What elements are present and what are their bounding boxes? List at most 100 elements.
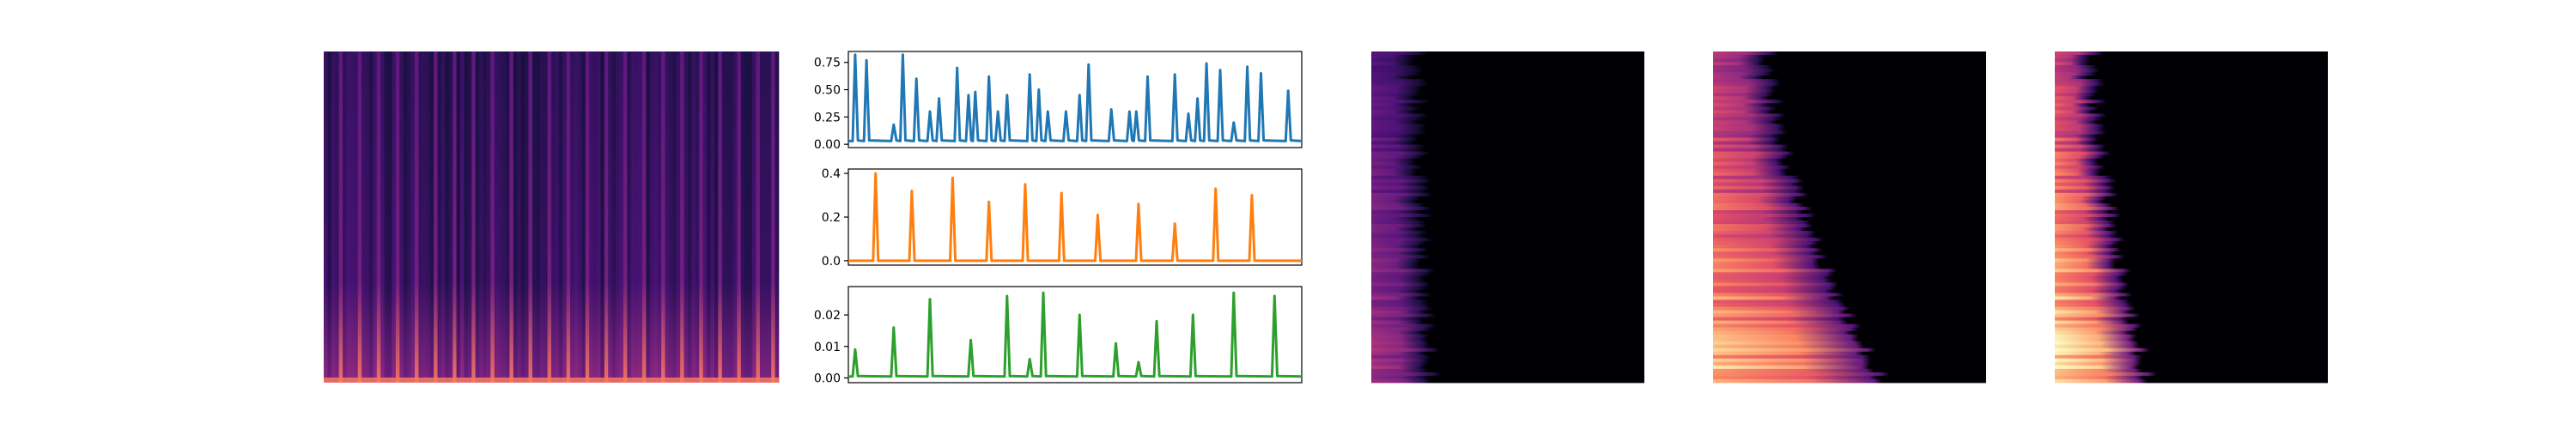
onset-strength-1-peak-point — [1047, 111, 1049, 112]
profile-heatmap-1-row — [1371, 65, 1644, 69]
profile-heatmap-3-row — [2055, 182, 2328, 187]
spectrogram-column — [407, 51, 411, 383]
profile-heatmap-1-row — [1371, 251, 1644, 256]
profile-heatmap-1-row — [1371, 234, 1644, 239]
spectrogram-column — [460, 51, 465, 383]
profile-heatmap-2-row — [1713, 224, 1986, 228]
profile-heatmap-2-row — [1713, 313, 1986, 317]
profile-heatmap-1-row — [1371, 79, 1644, 83]
onset-strength-3-panel: 0.00 0.01 0.02 — [814, 286, 1303, 385]
profile-heatmap-1-row — [1371, 323, 1644, 329]
profile-heatmap-3-row — [2055, 148, 2328, 152]
profile-heatmap-1-row — [1371, 100, 1644, 104]
onset-strength-2-peak-point — [1138, 202, 1139, 205]
onset-strength-3-ytick-label: 0.01 — [814, 341, 841, 354]
onset-strength-1-peak-point — [1206, 63, 1207, 64]
spectrogram-column — [589, 51, 593, 383]
profile-heatmap-3-row — [2055, 72, 2328, 76]
spectrogram-column — [676, 51, 681, 383]
profile-heatmap-1-row — [1371, 172, 1644, 177]
profile-heatmap-2-row — [1713, 58, 1986, 63]
profile-heatmap-1-row — [1371, 317, 1644, 322]
profile-heatmap-3-row — [2055, 306, 2328, 311]
profile-heatmap-2-row — [1713, 310, 1986, 314]
profile-heatmap-3-row — [2055, 192, 2328, 197]
profile-heatmap-3-row — [2055, 106, 2328, 111]
profile-heatmap-1-row — [1371, 306, 1644, 311]
profile-heatmap-2-row — [1713, 378, 1986, 384]
profile-heatmap-1-row — [1371, 103, 1644, 107]
spectrogram-column — [361, 51, 366, 383]
profile-heatmap-1-row — [1371, 272, 1644, 276]
spectrogram-onset-stripe — [756, 51, 761, 383]
profile-heatmap-3-row — [2055, 344, 2328, 349]
onset-strength-2-peak-point — [1060, 192, 1063, 194]
profile-heatmap-3-row — [2055, 217, 2328, 221]
profile-heatmap-2-row — [1713, 262, 1986, 266]
profile-heatmap-2-row — [1713, 120, 1986, 124]
spectrogram-column — [729, 51, 734, 383]
onset-strength-1-peak-point — [1232, 121, 1235, 124]
spectrogram-column — [733, 51, 738, 383]
profile-heatmap-3-row — [2055, 317, 2328, 322]
profile-heatmap-1-row — [1371, 358, 1644, 363]
spectrogram-column — [445, 51, 450, 383]
profile-heatmap-2-row — [1713, 227, 1986, 232]
spectrogram-onset-stripe — [338, 51, 343, 383]
onset-strength-1-peak-point — [915, 77, 918, 80]
profile-heatmap-2-row — [1713, 245, 1986, 249]
profile-heatmap-3-row — [2055, 58, 2328, 63]
spectrogram-column — [630, 51, 635, 383]
spectrogram-column — [418, 51, 423, 383]
spectrogram-column — [354, 51, 359, 383]
profile-heatmap-1-row — [1371, 124, 1644, 128]
profile-heatmap-2-row — [1713, 76, 1986, 80]
onset-strength-1-peak-point — [1110, 108, 1113, 111]
profile-heatmap-1-row — [1371, 144, 1644, 148]
profile-heatmap-2-row — [1713, 137, 1986, 142]
profile-heatmap-3-row — [2055, 89, 2328, 94]
spectrogram-column — [520, 51, 526, 383]
spectrogram-column — [707, 51, 711, 383]
profile-heatmap-1-row — [1371, 351, 1644, 356]
profile-heatmap-3-row — [2055, 79, 2328, 83]
onset-strength-1-peak-point — [1087, 63, 1090, 66]
profile-heatmap-3-row — [2055, 347, 2328, 353]
onset-strength-3-peak-point — [892, 326, 895, 329]
spectrogram-column — [410, 51, 416, 383]
onset-strength-1-peak-point — [1037, 88, 1040, 91]
onset-strength-2-peak-point — [1174, 222, 1176, 225]
profile-heatmap-2-row — [1713, 185, 1986, 190]
onset-strength-1-peak-point — [1128, 111, 1131, 112]
profile-heatmap-2-row — [1713, 62, 1986, 66]
profile-heatmap-3-row — [2055, 55, 2328, 59]
profile-heatmap-2-row — [1713, 103, 1986, 107]
profile-heatmap-1-row — [1371, 241, 1644, 245]
profile-heatmap-3-row — [2055, 185, 2328, 190]
onset-strength-1-panel: 0.00 0.25 0.50 0.75 — [814, 51, 1303, 152]
profile-heatmap-3-row — [2055, 313, 2328, 317]
spectrogram-column — [426, 51, 430, 383]
profile-heatmap-3-row — [2055, 227, 2328, 232]
profile-heatmap-3-row — [2055, 154, 2328, 160]
onset-strength-3-peak-point — [1138, 361, 1139, 363]
spectrogram-onset-stripe — [376, 51, 381, 383]
profile-heatmap-2-row — [1713, 100, 1986, 104]
profile-heatmap-3-row — [2055, 209, 2328, 214]
profile-heatmap-2-row — [1713, 255, 1986, 259]
profile-heatmap-1-row — [1371, 372, 1644, 377]
profile-heatmap-2-row — [1713, 86, 1986, 90]
spectrogram-onset-stripe — [585, 51, 590, 383]
spectrogram-column — [440, 51, 446, 383]
spectrogram-column — [744, 51, 749, 383]
onset-strength-1-peak-point — [997, 111, 999, 112]
spectrogram-onset-stripe — [680, 51, 684, 383]
spectrogram-column — [759, 51, 764, 383]
spectrogram-onset-stripe — [395, 51, 400, 383]
profile-heatmap-3-row — [2055, 96, 2328, 100]
profile-heatmap-3-row — [2055, 296, 2328, 300]
spectrogram-column — [702, 51, 708, 383]
profile-heatmap-1-row — [1371, 286, 1644, 290]
profile-heatmap-3-row — [2055, 241, 2328, 245]
profile-heatmap-2-row — [1713, 341, 1986, 346]
